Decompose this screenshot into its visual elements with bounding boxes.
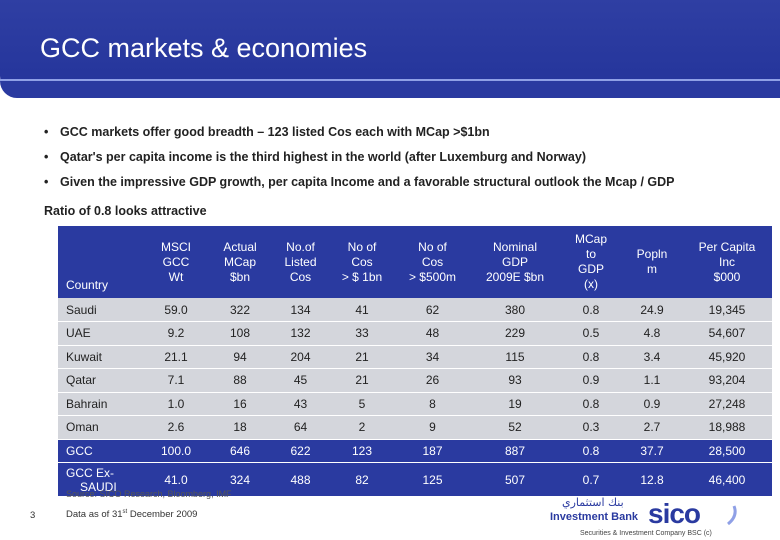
- col-header-per-capita: Per Capita Inc $000: [682, 226, 772, 298]
- table-row: Qatar 7.1 88 45 21 26 93 0.9 1.1 93,204: [58, 368, 772, 393]
- bullet-item: • Given the impressive GDP growth, per c…: [44, 174, 764, 219]
- table-header-row: Country MSCI GCC Wt Actual MCap $bn No.of Lis…: [58, 226, 772, 298]
- logo-swoosh-icon: [727, 505, 737, 526]
- table-row: UAE 9.2 108 132 33 48 229 0.5 4.8 54,607: [58, 321, 772, 346]
- page-number: 3: [30, 510, 36, 521]
- bullet-list: • GCC markets offer good breadth – 123 l…: [44, 124, 764, 228]
- logo-brand: sico: [648, 498, 701, 529]
- logo-company-name: Securities & Investment Company BSC (c): [580, 530, 712, 537]
- data-date-note: Data as of 31st December 2009: [66, 509, 198, 521]
- slide-header: GCC markets & economies: [0, 0, 780, 98]
- bullet-dot-icon: •: [44, 125, 49, 139]
- col-header-cos-500m: No of Cos > $500m: [395, 226, 470, 298]
- col-header-gdp: Nominal GDP 2009E $bn: [470, 226, 560, 298]
- bullet-item: • Qatar's per capita income is the third…: [44, 150, 586, 164]
- bullet-item: • GCC markets offer good breadth – 123 l…: [44, 125, 490, 139]
- bullet-dot-icon: •: [44, 175, 49, 189]
- table-row: Saudi 59.0 322 134 41 62 380 0.8 24.9 19…: [58, 298, 772, 322]
- table-total-row: GCC Ex- SAUDI 41.0 324 488 82 125 507 0.7…: [58, 462, 772, 497]
- bullet-line-continued: Ratio of 0.8 looks attractive: [44, 204, 207, 218]
- table-row: Oman 2.6 18 64 2 9 52 0.3 2.7 18,988: [58, 415, 772, 440]
- col-header-listed-cos: No.of Listed Cos: [272, 226, 329, 298]
- col-header-mcap: Actual MCap $bn: [208, 226, 272, 298]
- col-header-msci-wt: MSCI GCC Wt: [144, 226, 208, 298]
- gcc-markets-table: Country MSCI GCC Wt Actual MCap $bn No.of Lis…: [58, 226, 772, 497]
- bullet-dot-icon: •: [44, 150, 49, 164]
- bullet-line: Given the impressive GDP growth, per cap…: [60, 175, 675, 189]
- page-title: GCC markets & economies: [40, 33, 368, 63]
- col-header-country: Country: [58, 226, 144, 298]
- table-row: Bahrain 1.0 16 43 5 8 19 0.8 0.9 27,248: [58, 392, 772, 416]
- col-header-mcap-gdp: MCap to GDP (x): [560, 226, 622, 298]
- logo-arabic-text: بنك استثماري: [562, 496, 624, 509]
- header-divider: [0, 79, 780, 81]
- table-total-row: GCC 100.0 646 622 123 187 887 0.8 37.7 2…: [58, 439, 772, 463]
- header-band: [0, 81, 780, 98]
- logo-investment-bank: Investment Bank: [550, 511, 639, 523]
- col-header-popln: Popln m: [622, 226, 682, 298]
- table-row: Kuwait 21.1 94 204 21 34 115 0.8 3.4 45,…: [58, 345, 772, 369]
- col-header-cos-1bn: No of Cos > $ 1bn: [329, 226, 395, 298]
- source-note: Source: SICO Research, Bloomberg, IMF: [66, 489, 232, 499]
- sico-logo: بنك استثماري Investment Bank sico Securi…: [548, 496, 774, 540]
